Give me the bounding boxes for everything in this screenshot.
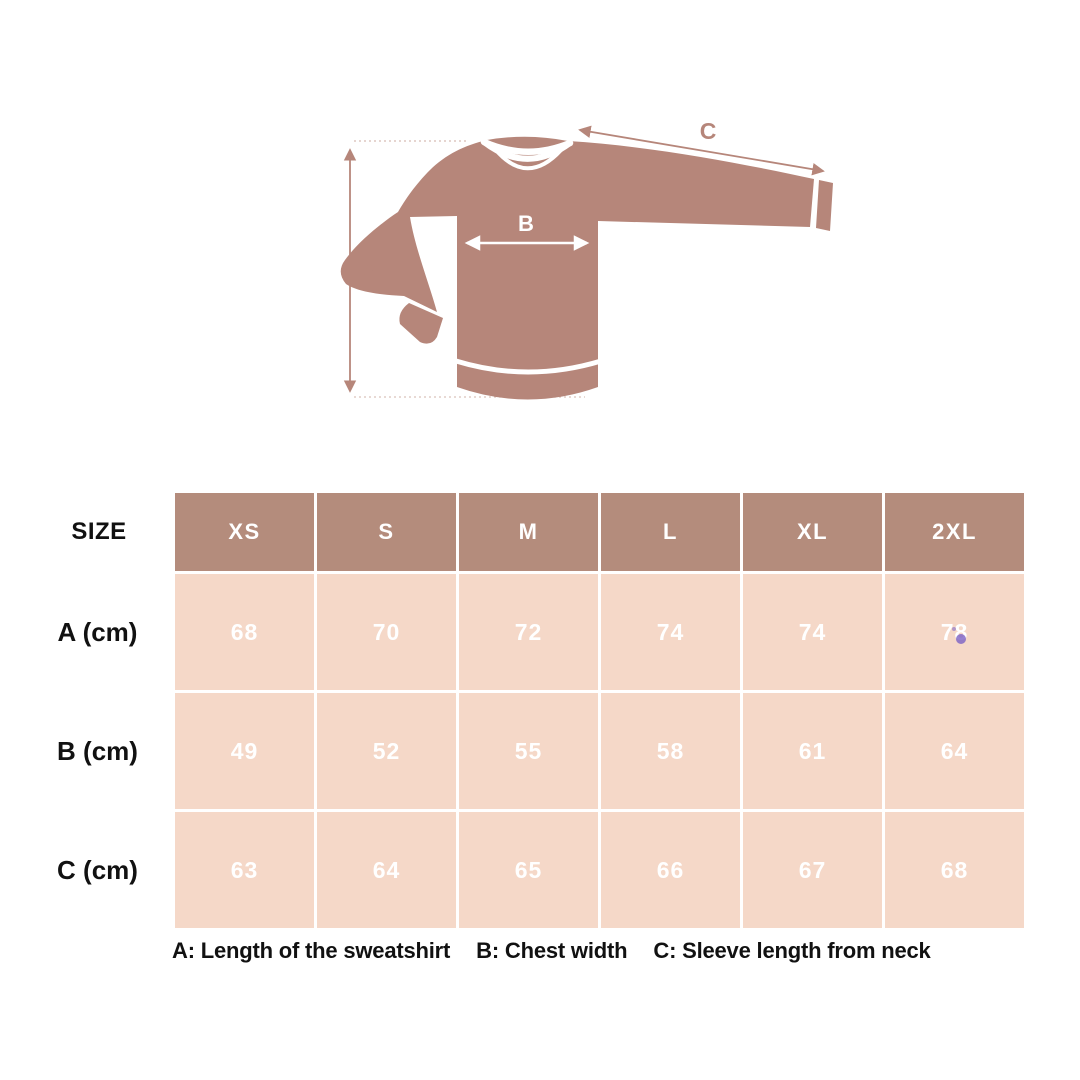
cell-b-s: 52 [317,693,456,809]
header-cell-m: M [459,493,598,571]
left-cuff [399,303,443,344]
header-cell-2xl: 2XL [885,493,1024,571]
cell-c-xs: 63 [175,812,314,928]
cell-a-l: 74 [601,574,740,690]
cell-b-xs: 49 [175,693,314,809]
cell-b-2xl: 64 [885,693,1024,809]
size-corner-label: SIZE [71,518,127,545]
cell-c-m: 65 [459,812,598,928]
cell-c-xl: 67 [743,812,882,928]
sweatshirt-silhouette [340,136,814,400]
cell-a-xs: 68 [175,574,314,690]
artifact-dot [952,627,956,631]
sleeve-arrow-c [578,125,825,176]
cell-a-xl: 74 [743,574,882,690]
size-table: XS S M L XL 2XL 68 70 72 74 74 78 49 52 … [175,493,1024,928]
cell-b-xl: 61 [743,693,882,809]
collar-inner-line [493,147,563,171]
cell-a-m: 72 [459,574,598,690]
cell-b-l: 58 [601,693,740,809]
header-cell-xl: XL [743,493,882,571]
diagram-label-b: B [518,211,534,236]
legend-item-a: A: Length of the sweatshirt [172,938,451,963]
cell-c-l: 66 [601,812,740,928]
cell-b-m: 55 [459,693,598,809]
cell-c-2xl: 68 [885,812,1024,928]
artifact-dot [956,634,966,644]
hem-line [455,358,602,375]
diagram-label-a: A [363,257,379,282]
legend-item-b: B: Chest width [476,938,628,963]
right-cuff [816,180,833,231]
row-label-c: C (cm) [57,854,138,885]
header-cell-xs: XS [175,493,314,571]
sweatshirt-diagram: A B C [340,118,833,400]
cell-a-2xl: 78 [885,574,1024,690]
measurement-legend: A: Length of the sweatshirt B: Chest wid… [172,938,931,964]
diagram-label-c: C [700,118,717,144]
row-label-a: A (cm) [57,616,138,647]
legend-item-c: C: Sleeve length from neck [653,938,931,963]
header-cell-l: L [601,493,740,571]
header-cell-s: S [317,493,456,571]
cell-c-s: 64 [317,812,456,928]
row-label-b: B (cm) [57,735,138,766]
cell-a-s: 70 [317,574,456,690]
